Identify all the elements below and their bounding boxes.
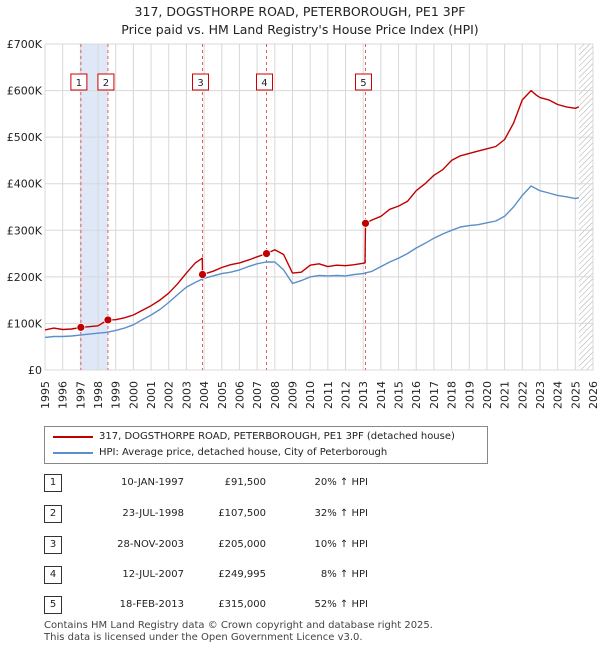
y-tick-label: £300K bbox=[7, 224, 43, 237]
x-tick-label: 2023 bbox=[534, 381, 547, 409]
legend-label-hpi: HPI: Average price, detached house, City… bbox=[99, 447, 388, 458]
x-tick-label: 2008 bbox=[269, 381, 282, 409]
x-tick-label: 2007 bbox=[251, 381, 264, 409]
chart-subtitle: Price paid vs. HM Land Registry's House … bbox=[121, 22, 479, 37]
sale-point bbox=[198, 270, 207, 279]
x-tick-label: 2003 bbox=[180, 381, 193, 409]
transaction-hpi: 32% ↑ HPI bbox=[314, 508, 368, 519]
sale-point bbox=[76, 322, 86, 332]
sale-label-box bbox=[70, 73, 88, 91]
x-tick-label: 2000 bbox=[127, 381, 140, 409]
x-tick-label: 2010 bbox=[304, 381, 317, 409]
transaction-row: 1 10-JAN-1997 £91,500 20% ↑ HPI bbox=[44, 474, 404, 494]
x-tick-label: 2009 bbox=[286, 381, 299, 409]
x-tick-label: 2017 bbox=[428, 381, 441, 409]
x-tick-label: 2012 bbox=[340, 381, 353, 409]
transaction-date: 12-JUL-2007 bbox=[122, 569, 184, 580]
footer-copyright: Contains HM Land Registry data © Crown c… bbox=[44, 620, 433, 631]
x-tick-label: 2004 bbox=[198, 381, 211, 409]
y-tick-label: £700K bbox=[7, 38, 43, 51]
transaction-number: 2 bbox=[44, 505, 62, 523]
legend-swatch-hpi bbox=[53, 452, 93, 454]
x-tick-label: 1996 bbox=[57, 381, 70, 409]
transaction-hpi: 8% ↑ HPI bbox=[320, 569, 368, 580]
transaction-price: £249,995 bbox=[218, 569, 266, 580]
transaction-date: 23-JUL-1998 bbox=[122, 508, 184, 519]
chart-title: 317, DOGSTHORPE ROAD, PETERBOROUGH, PE1 … bbox=[134, 4, 466, 19]
x-tick-label: 2014 bbox=[375, 381, 388, 409]
transaction-date: 10-JAN-1997 bbox=[120, 477, 184, 488]
x-tick-label: 1997 bbox=[74, 381, 87, 409]
transaction-price: £91,500 bbox=[224, 477, 266, 488]
transaction-price: £107,500 bbox=[218, 508, 266, 519]
x-tick-label: 2005 bbox=[216, 381, 229, 409]
transaction-hpi: 10% ↑ HPI bbox=[314, 539, 368, 550]
x-tick-label: 2025 bbox=[569, 381, 582, 409]
y-tick-label: £200K bbox=[7, 271, 43, 284]
transaction-date: 18-FEB-2013 bbox=[119, 599, 184, 610]
x-tick-label: 2024 bbox=[552, 381, 565, 409]
y-tick-label: £400K bbox=[7, 178, 43, 191]
transaction-date: 28-NOV-2003 bbox=[117, 539, 184, 550]
x-tick-label: 2013 bbox=[357, 381, 370, 409]
x-tick-label: 2015 bbox=[393, 381, 406, 409]
x-tick-label: 1999 bbox=[110, 381, 123, 409]
sale-point bbox=[262, 249, 271, 258]
transaction-row: 2 23-JUL-1998 £107,500 32% ↑ HPI bbox=[44, 505, 404, 525]
transaction-row: 3 28-NOV-2003 £205,000 10% ↑ HPI bbox=[44, 536, 404, 556]
transaction-hpi: 20% ↑ HPI bbox=[314, 477, 368, 488]
price-chart: 1 2 3 4 5 £0 £100K £200K £300K £400K £500K £600K £7… bbox=[7, 38, 600, 409]
property-price-line bbox=[44, 89, 580, 331]
hpi-line bbox=[44, 185, 580, 339]
sale-label-box bbox=[97, 73, 115, 91]
transaction-hpi: 52% ↑ HPI bbox=[314, 599, 368, 610]
x-tick-label: 2006 bbox=[233, 381, 246, 409]
sale-label-box bbox=[354, 73, 372, 91]
y-tick-label: £500K bbox=[7, 131, 43, 144]
transaction-price: £205,000 bbox=[218, 539, 266, 550]
chart-legend: 317, DOGSTHORPE ROAD, PETERBOROUGH, PE1 … bbox=[44, 426, 488, 464]
footer-licence: This data is licensed under the Open Gov… bbox=[44, 632, 363, 643]
x-tick-label: 2002 bbox=[163, 381, 176, 409]
y-tick-label: £100K bbox=[7, 317, 43, 330]
transaction-number: 3 bbox=[44, 536, 62, 554]
sale-label-number: 2 bbox=[103, 78, 109, 89]
future-hatch-region bbox=[578, 44, 593, 370]
transaction-number: 4 bbox=[44, 566, 62, 584]
x-tick-label: 2011 bbox=[322, 381, 335, 409]
y-tick-label: £600K bbox=[7, 85, 43, 98]
x-tick-label: 2022 bbox=[516, 381, 529, 409]
x-tick-label: 1995 bbox=[39, 381, 52, 409]
transaction-price: £315,000 bbox=[218, 599, 266, 610]
highlight-region bbox=[80, 44, 108, 370]
sale-label-box bbox=[192, 73, 210, 91]
legend-label-property: 317, DOGSTHORPE ROAD, PETERBOROUGH, PE1 … bbox=[99, 431, 455, 442]
transaction-number: 1 bbox=[44, 474, 62, 492]
x-tick-label: 1998 bbox=[92, 381, 105, 409]
x-tick-label: 2019 bbox=[463, 381, 476, 409]
sale-label-box bbox=[255, 73, 273, 91]
transaction-row: 5 18-FEB-2013 £315,000 52% ↑ HPI bbox=[44, 596, 404, 616]
legend-swatch-property bbox=[53, 436, 93, 438]
x-tick-label: 2026 bbox=[587, 381, 600, 409]
sale-label-number: 5 bbox=[360, 78, 366, 89]
sale-point bbox=[361, 218, 370, 228]
sale-point bbox=[103, 315, 113, 325]
x-tick-label: 2020 bbox=[481, 381, 494, 409]
transaction-number: 5 bbox=[44, 596, 62, 614]
sale-label-number: 4 bbox=[261, 78, 267, 89]
sale-label-number: 3 bbox=[197, 78, 203, 89]
x-tick-label: 2001 bbox=[145, 381, 158, 409]
x-tick-label: 2018 bbox=[446, 381, 459, 409]
x-tick-label: 2016 bbox=[410, 381, 423, 409]
x-tick-label: 2021 bbox=[499, 381, 512, 409]
sale-label-number: 1 bbox=[76, 78, 82, 89]
transaction-row: 4 12-JUL-2007 £249,995 8% ↑ HPI bbox=[44, 566, 404, 586]
y-tick-label: £0 bbox=[28, 364, 42, 377]
